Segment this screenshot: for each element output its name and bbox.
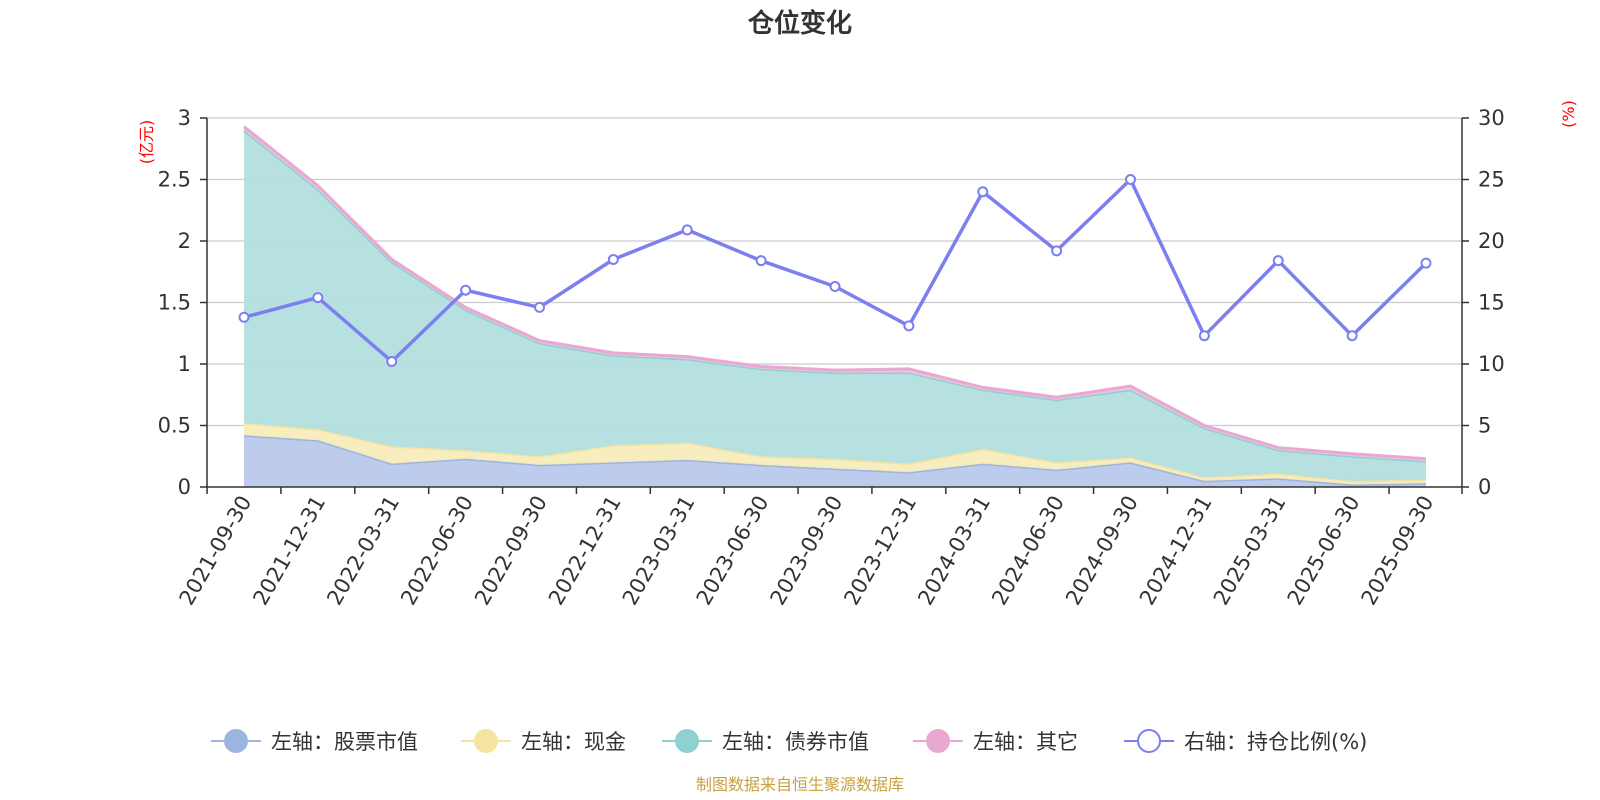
legend-label: 右轴：持仓比例(%) xyxy=(1184,730,1367,754)
area-edge-左轴：其它 xyxy=(243,125,1427,461)
x-tick-label: 2025-03-31 xyxy=(1209,492,1291,610)
ratio-point xyxy=(1420,257,1432,269)
legend-marker xyxy=(1137,729,1161,753)
ratio-point xyxy=(1272,255,1284,267)
left-tick-label: 3 xyxy=(178,106,191,130)
left-tick-label: 1.5 xyxy=(158,291,191,315)
right-axis-unit: (%) xyxy=(1559,100,1578,128)
ratio-point xyxy=(1198,330,1210,342)
right-tick-label: 0 xyxy=(1478,475,1491,499)
x-tick-label: 2022-09-30 xyxy=(470,492,552,610)
ratio-line xyxy=(238,174,1432,368)
left-tick-label: 0 xyxy=(178,475,191,499)
legend-item[interactable]: 左轴：股票市值 xyxy=(211,729,418,754)
ratio-point xyxy=(829,281,841,293)
left-tick-label: 0.5 xyxy=(158,414,191,438)
legend-item[interactable]: 右轴：持仓比例(%) xyxy=(1124,729,1367,754)
left-axis-unit: (亿元) xyxy=(137,120,156,165)
legend-marker xyxy=(675,729,699,753)
right-tick-label: 15 xyxy=(1478,291,1505,315)
right-tick-label: 20 xyxy=(1478,229,1505,253)
right-tick-label: 10 xyxy=(1478,352,1505,376)
legend[interactable]: 左轴：股票市值 左轴：现金 左轴：债券市值 左轴：其它 右轴：持仓比例(%) xyxy=(211,729,1367,754)
ratio-point xyxy=(607,253,619,265)
right-tick-label: 30 xyxy=(1478,106,1505,130)
ratio-point xyxy=(1051,245,1063,257)
source-note: 制图数据来自恒生聚源数据库 xyxy=(696,775,904,794)
x-tick-label: 2023-09-30 xyxy=(766,492,848,610)
x-tick-label: 2025-09-30 xyxy=(1357,492,1439,610)
ratio-point xyxy=(312,292,324,304)
right-tick-label: 25 xyxy=(1478,168,1505,192)
legend-marker xyxy=(224,729,248,753)
legend-label: 左轴：股票市值 xyxy=(271,730,418,754)
ratio-point xyxy=(534,301,545,313)
legend-marker xyxy=(474,729,498,753)
legend-item[interactable]: 左轴：现金 xyxy=(461,729,626,754)
ratio-point xyxy=(755,255,767,267)
left-tick-label: 2 xyxy=(178,229,191,253)
legend-label: 左轴：债券市值 xyxy=(722,730,869,754)
x-tick-label: 2022-06-30 xyxy=(396,492,478,610)
chart-title: 仓位变化 xyxy=(747,8,852,39)
legend-label: 左轴：其它 xyxy=(973,730,1078,754)
x-tick-label: 2023-12-31 xyxy=(839,492,921,610)
left-tick-label: 1 xyxy=(178,352,191,376)
x-tick-label: 2024-09-30 xyxy=(1061,492,1143,610)
right-tick-label: 5 xyxy=(1478,414,1491,438)
area-左轴：股票市值 xyxy=(244,435,1426,487)
ratio-line-path xyxy=(243,177,1428,364)
area-左轴：现金 xyxy=(244,423,1426,485)
legend-marker xyxy=(926,729,950,753)
ratio-point xyxy=(386,356,398,368)
ratio-point xyxy=(681,224,693,236)
ratio-point xyxy=(1125,174,1136,185)
x-tick-label: 2024-03-31 xyxy=(913,492,995,610)
x-tick-label: 2022-03-31 xyxy=(322,492,404,610)
x-tick-label: 2024-12-31 xyxy=(1135,492,1217,610)
stacked-areas xyxy=(243,125,1427,487)
ratio-point xyxy=(1346,330,1358,342)
ratio-point xyxy=(460,284,472,296)
x-tick-label: 2021-12-31 xyxy=(248,492,330,610)
area-左轴：债券市值 xyxy=(244,130,1426,481)
x-tick-label: 2021-09-30 xyxy=(175,492,257,610)
ratio-point xyxy=(977,186,989,198)
left-tick-label: 2.5 xyxy=(158,168,191,192)
ratio-point xyxy=(238,311,250,323)
x-tick-label: 2023-06-30 xyxy=(692,492,774,610)
legend-item[interactable]: 左轴：债券市值 xyxy=(662,729,869,754)
x-tick-label: 2025-06-30 xyxy=(1283,492,1365,610)
x-tick-label: 2022-12-31 xyxy=(544,492,626,610)
ratio-point xyxy=(903,320,915,332)
x-tick-label: 2023-03-31 xyxy=(618,492,700,610)
legend-item[interactable]: 左轴：其它 xyxy=(913,729,1078,754)
x-tick-label: 2024-06-30 xyxy=(987,492,1069,610)
legend-label: 左轴：现金 xyxy=(521,730,626,754)
